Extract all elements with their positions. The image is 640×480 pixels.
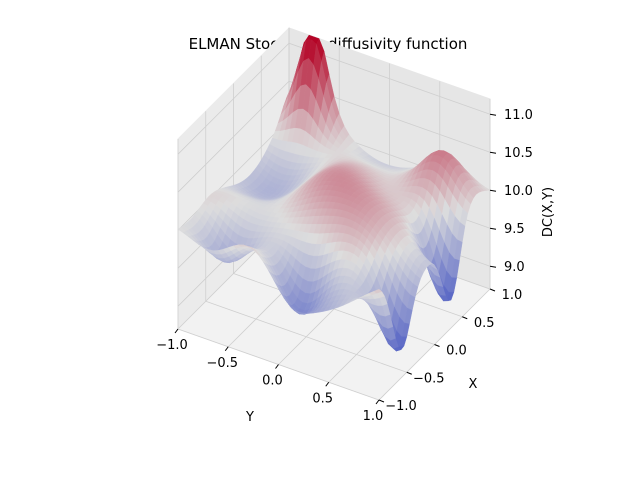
z-axis-tick	[489, 227, 497, 230]
x-axis-tick-label: −1.0	[385, 399, 417, 414]
x-axis-tick	[489, 288, 496, 292]
y-axis-label: Y	[245, 410, 254, 425]
z-axis-tick	[489, 189, 497, 192]
gridline-z	[177, 42, 491, 155]
z-axis-tick	[489, 113, 497, 116]
x-axis-tick	[462, 316, 468, 320]
y-axis-tick-label: 0.0	[262, 374, 283, 389]
x-axis-tick	[434, 344, 440, 347]
surface-patch	[373, 289, 383, 294]
y-axis-tick	[275, 364, 279, 369]
x-axis-tick	[378, 399, 385, 403]
x-axis-tick-label: 1.0	[502, 288, 523, 303]
z-axis-label: DC(X,Y)	[541, 187, 556, 237]
surface-plot	[177, 34, 491, 352]
z-axis-tick	[489, 151, 497, 154]
gridline-floor-x	[205, 300, 407, 373]
z-axis-tick	[489, 265, 497, 268]
z-axis-tick-label: 10.5	[504, 146, 533, 161]
z-axis-tick-label: 10.0	[504, 184, 533, 199]
x-axis-tick-label: 0.5	[474, 316, 495, 331]
y-axis-tick-label: 1.0	[363, 409, 384, 424]
x-axis-tick	[406, 371, 412, 375]
z-axis-tick-label: 11.0	[504, 108, 533, 123]
x-axis-label: X	[469, 377, 478, 392]
y-axis-tick	[375, 399, 380, 405]
x-axis-tick-label: −0.5	[413, 371, 445, 386]
y-axis-tick	[224, 346, 229, 352]
y-axis-tick-label: −1.0	[156, 338, 188, 353]
z-axis-tick-label: 9.5	[504, 222, 525, 237]
y-axis-tick-label: −0.5	[206, 356, 238, 371]
axis-ticks: −1.0−0.50.00.51.0−1.0−0.50.00.51.09.09.5…	[156, 108, 533, 424]
y-axis-tick-label: 0.5	[312, 391, 333, 406]
z-axis-tick-label: 9.0	[504, 260, 525, 275]
gridline-z	[177, 80, 491, 193]
y-axis-tick	[174, 328, 179, 334]
y-axis-tick	[325, 381, 330, 387]
x-axis-tick-label: 0.0	[446, 344, 467, 359]
